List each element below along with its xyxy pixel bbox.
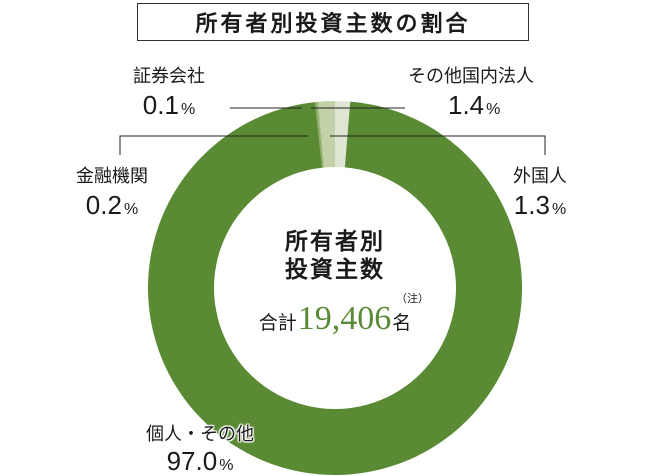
center-title-line2: 投資主数	[285, 257, 385, 283]
total-value: 19,406	[297, 300, 392, 337]
leader-line-financial	[119, 135, 308, 155]
total-unit: 名	[392, 312, 412, 334]
chart-title-box: 所有者別投資主数の割合	[137, 3, 529, 41]
label-foreign-name: 外国人	[513, 166, 567, 187]
donut-segment-financial	[315, 101, 324, 168]
leader-line-foreign	[330, 135, 546, 155]
donut-segment-other-domestic	[318, 101, 335, 168]
label-individual-value: 97.0%	[166, 446, 234, 476]
label-financial: 金融機関 0.2%	[76, 166, 148, 220]
label-other-domestic-value: 1.4%	[448, 90, 501, 120]
label-other-domestic: その他国内法人 1.4%	[408, 66, 534, 120]
donut-segment-individual	[147, 101, 522, 475]
label-individual: 個人・その他 97.0%	[146, 424, 254, 476]
label-financial-name: 金融機関	[76, 166, 148, 187]
label-financial-value: 0.2%	[85, 190, 139, 220]
label-foreign: 外国人 1.3%	[513, 166, 567, 220]
label-securities-name: 証券会社	[133, 66, 205, 87]
label-individual-name: 個人・その他	[146, 424, 254, 445]
donut-ring	[147, 101, 522, 475]
label-other-domestic-name: その他国内法人	[408, 66, 534, 87]
donut-segment-foreign	[335, 101, 351, 168]
label-foreign-value: 1.3%	[513, 190, 567, 220]
chart-title: 所有者別投資主数の割合	[195, 12, 471, 37]
center-note: （注）	[396, 292, 429, 305]
donut-center-text: 所有者別 投資主数 （注） 合計 19,406 名	[230, 228, 440, 338]
center-total: 合計 19,406 名	[230, 300, 440, 338]
label-securities: 証券会社 0.1%	[133, 66, 205, 120]
label-securities-value: 0.1%	[142, 90, 196, 120]
donut-segment-securities	[317, 101, 325, 168]
leader-lines	[119, 107, 546, 155]
center-title-line1: 所有者別	[285, 229, 385, 255]
total-label: 合計	[258, 312, 297, 334]
